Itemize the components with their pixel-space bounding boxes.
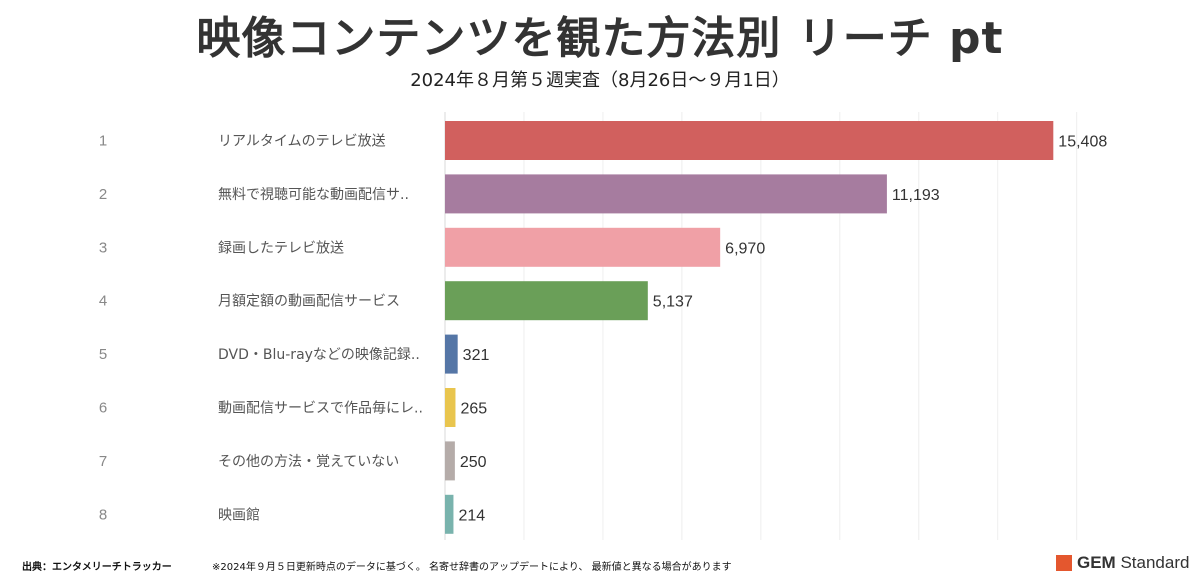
bar — [445, 174, 887, 214]
bar — [445, 441, 455, 481]
rank-label: 8 — [99, 506, 107, 523]
logo-bold-text: GEM — [1077, 553, 1116, 572]
rank-label: 3 — [99, 239, 107, 256]
bar — [445, 334, 458, 374]
category-label: その他の方法・覚えていない — [218, 454, 399, 470]
bar — [445, 281, 648, 321]
value-label: 214 — [458, 507, 485, 524]
value-label: 265 — [460, 401, 487, 418]
rank-label: 6 — [99, 400, 107, 417]
rank-label: 7 — [99, 453, 107, 470]
bar — [445, 388, 456, 427]
logo-text: GEM Standard — [1077, 553, 1189, 573]
rank-label: 2 — [99, 186, 107, 203]
category-label: DVD・Blu-rayなどの映像記録.. — [218, 346, 420, 363]
value-label: 6,970 — [725, 240, 765, 257]
value-label: 321 — [463, 347, 490, 364]
category-label: 動画配信サービスで作品毎にレ.. — [218, 401, 423, 417]
category-label: 月額定額の動画配信サービス — [218, 294, 400, 310]
rank-label: 4 — [99, 293, 107, 310]
bar — [445, 121, 1054, 160]
category-label: 映画館 — [218, 506, 260, 523]
chart-title: 映像コンテンツを観た方法別 リーチ pt — [196, 13, 1004, 64]
category-label: リアルタイムのテレビ放送 — [218, 134, 386, 150]
logo-square-icon — [1056, 555, 1072, 571]
rank-label: 5 — [99, 346, 107, 363]
rank-label: 1 — [99, 133, 107, 150]
bar — [445, 227, 721, 267]
category-label: 無料で視聴可能な動画配信サ.. — [218, 187, 409, 203]
bar — [445, 494, 454, 534]
value-label: 15,408 — [1058, 134, 1107, 151]
value-label: 11,193 — [892, 187, 940, 204]
value-label: 250 — [460, 454, 487, 471]
category-label: 録画したテレビ放送 — [218, 240, 344, 256]
value-label: 5,137 — [653, 294, 693, 311]
logo-rest-text: Standard — [1115, 553, 1190, 572]
chart-subtitle: 2024年８月第５週実査（8月26日～９月1日） — [410, 70, 790, 91]
brand-logo: GEM Standard — [1056, 553, 1189, 573]
source-label: 出典：エンタメリーチトラッカー — [22, 562, 172, 573]
footnote: ※2024年９月５日更新時点のデータに基づく。 名寄せ辞書のアップデートにより、… — [212, 562, 732, 573]
